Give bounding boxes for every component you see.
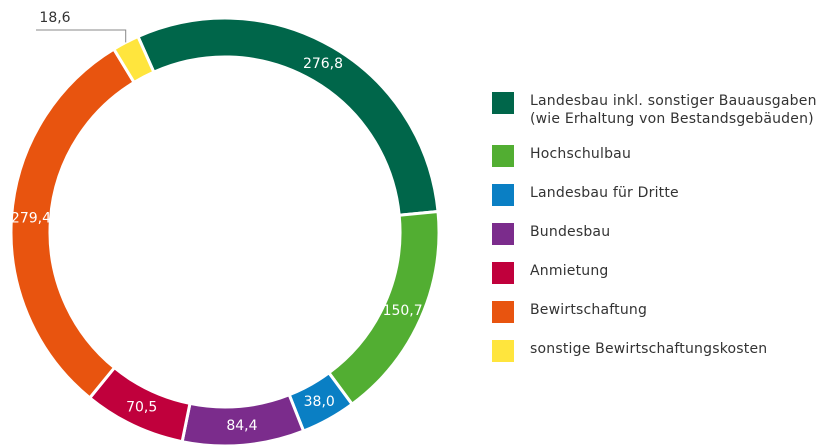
legend-label: Bewirtschaftung xyxy=(530,302,648,318)
legend-swatch xyxy=(492,223,514,245)
legend-swatch xyxy=(492,145,514,167)
leader-line xyxy=(36,29,127,43)
legend-item: Anmietung xyxy=(492,262,839,284)
legend-swatch xyxy=(492,262,514,284)
legend-label: Bundesbau xyxy=(530,224,611,240)
legend-item: Hochschulbau xyxy=(492,145,839,167)
legend-label: sonstige Bewirtschaftungskosten xyxy=(530,341,768,357)
value-label: 84,4 xyxy=(226,418,257,434)
legend-item: Bewirtschaftung xyxy=(492,301,839,323)
legend-swatch xyxy=(492,92,514,114)
donut-slice xyxy=(111,34,156,85)
legend-item: Landesbau für Dritte xyxy=(492,184,839,206)
legend-label: Landesbau für Dritte xyxy=(530,185,679,201)
legend-swatch xyxy=(492,340,514,362)
value-label: 38,0 xyxy=(304,394,335,410)
value-label: 70,5 xyxy=(126,400,157,416)
legend-label: Landesbau inkl. sonstiger Bauausgaben (w… xyxy=(530,93,817,127)
chart: 276,8 150,7 38,0 84,4 70,5 279,4 18,6 xyxy=(9,10,441,447)
legend-swatch xyxy=(492,301,514,323)
donut-slice xyxy=(135,16,440,217)
legend-label: Anmietung xyxy=(530,263,609,279)
value-label: 279,4 xyxy=(11,211,51,227)
value-label: 276,8 xyxy=(303,56,343,72)
value-label: 18,6 xyxy=(39,10,70,26)
value-label: 150,7 xyxy=(383,303,423,319)
legend-label: Hochschulbau xyxy=(530,146,632,162)
legend-item: Landesbau inkl. sonstiger Bauausgaben (w… xyxy=(492,92,839,128)
legend: Landesbau inkl. sonstiger Bauausgaben (w… xyxy=(492,92,839,362)
legend-swatch xyxy=(492,184,514,206)
legend-item: Bundesbau xyxy=(492,223,839,245)
legend-item: sonstige Bewirtschaftungskosten xyxy=(492,340,839,362)
